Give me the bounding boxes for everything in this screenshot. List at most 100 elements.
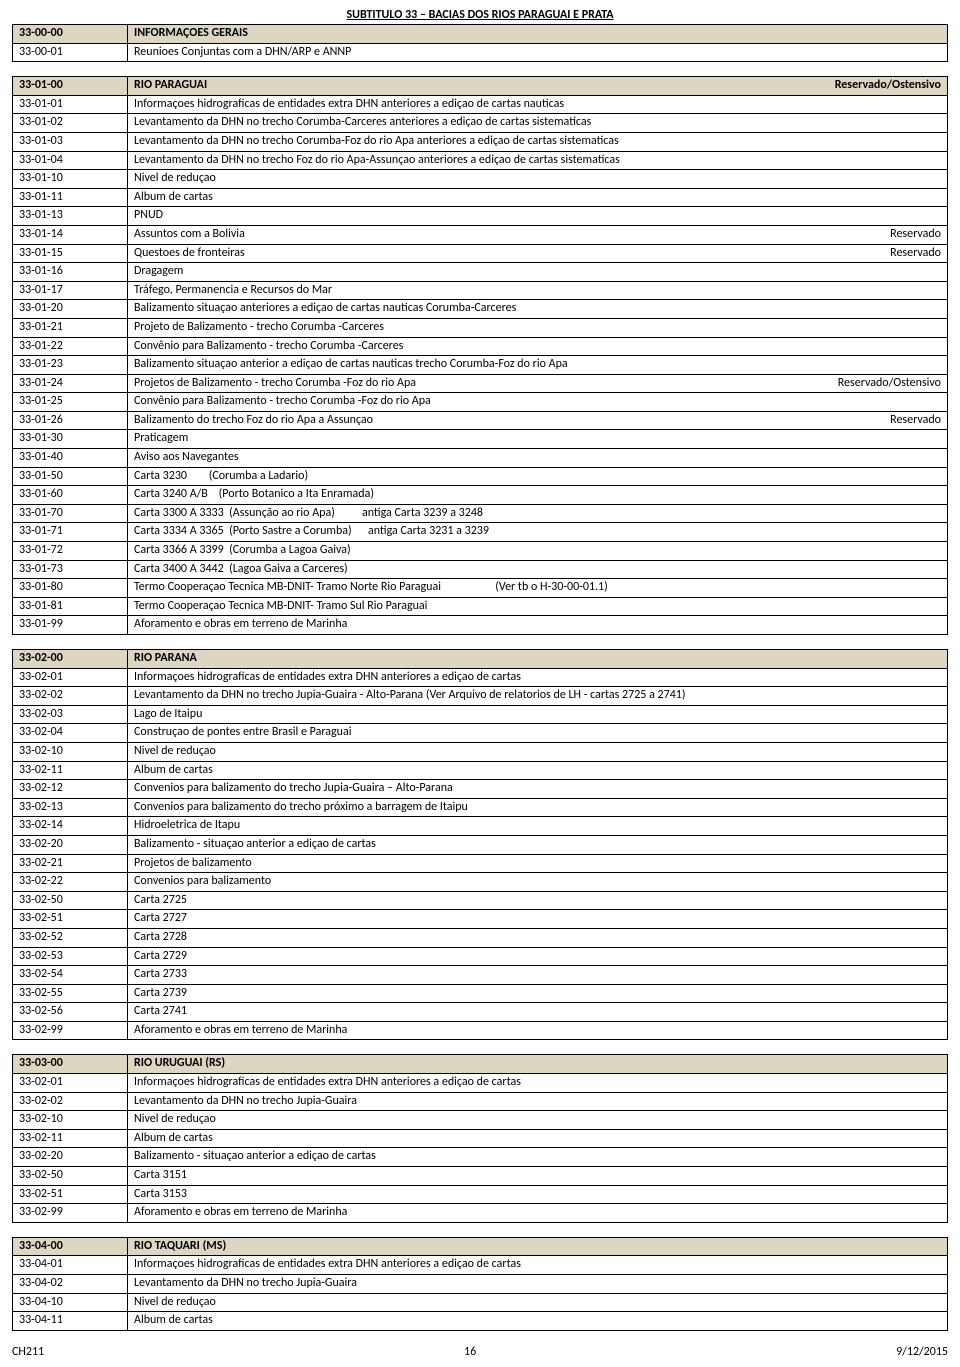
- row-code: 33-02-51: [13, 910, 128, 929]
- row-code: 33-02-02: [13, 687, 128, 706]
- row-desc: Reunioes Conjuntas com a DHN/ARP e ANNP: [128, 43, 948, 62]
- table-row: 33-01-04Levantamento da DHN no trecho Fo…: [13, 151, 948, 170]
- row-code: 33-02-55: [13, 984, 128, 1003]
- table-row: 33-04-11Album de cartas: [13, 1312, 948, 1331]
- row-desc: Assuntos com a BoliviaReservado: [128, 225, 948, 244]
- table-row: 33-04-01Informaçoes hidrograficas de ent…: [13, 1256, 948, 1275]
- row-desc: Levantamento da DHN no trecho Foz do rio…: [128, 151, 948, 170]
- row-desc: Aforamento e obras em terreno de Marinha: [128, 616, 948, 635]
- row-desc: Levantamento da DHN no trecho Jupia-Guai…: [128, 1092, 948, 1111]
- table-row: 33-02-10Nivel de reduçao: [13, 1111, 948, 1130]
- row-code: 33-01-72: [13, 542, 128, 561]
- header-desc: RIO PARAGUAIReservado/Ostensivo: [128, 77, 948, 96]
- table-row: 33-02-04Construçao de pontes entre Brasi…: [13, 724, 948, 743]
- row-desc: Convenios para balizamento: [128, 873, 948, 892]
- row-desc: Carta 2728: [128, 928, 948, 947]
- row-code: 33-01-13: [13, 207, 128, 226]
- row-code: 33-01-81: [13, 597, 128, 616]
- row-desc: Termo Cooperaçao Tecnica MB-DNIT- Tramo …: [128, 597, 948, 616]
- table-row: 33-01-16Dragagem: [13, 263, 948, 282]
- table-row: 33-01-23Balizamento situaçao anterior a …: [13, 356, 948, 375]
- section-header-row: 33-03-00RIO URUGUAI (RS): [13, 1055, 948, 1074]
- row-code: 33-01-23: [13, 356, 128, 375]
- row-code: 33-02-50: [13, 891, 128, 910]
- table-row: 33-01-01Informaçoes hidrograficas de ent…: [13, 95, 948, 114]
- row-code: 33-01-99: [13, 616, 128, 635]
- table-row: 33-01-30Praticagem: [13, 430, 948, 449]
- table-row: 33-02-10Nivel de reduçao: [13, 742, 948, 761]
- row-code: 33-02-01: [13, 1074, 128, 1093]
- row-desc: Carta 2725: [128, 891, 948, 910]
- table-row: 33-02-01Informaçoes hidrograficas de ent…: [13, 668, 948, 687]
- table-row: 33-01-72Carta 3366 A 3399 (Corumba a Lag…: [13, 542, 948, 561]
- row-code: 33-02-13: [13, 798, 128, 817]
- row-desc: Carta 3300 A 3333 (Assunção ao rio Apa) …: [128, 504, 948, 523]
- row-desc: Aforamento e obras em terreno de Marinha: [128, 1021, 948, 1040]
- section-table: 33-01-00RIO PARAGUAIReservado/Ostensivo3…: [12, 76, 948, 635]
- row-code: 33-02-22: [13, 873, 128, 892]
- row-code: 33-02-01: [13, 668, 128, 687]
- header-desc: RIO PARANA: [128, 650, 948, 669]
- table-row: 33-02-50Carta 2725: [13, 891, 948, 910]
- row-code: 33-02-50: [13, 1167, 128, 1186]
- row-desc: Carta 2741: [128, 1003, 948, 1022]
- table-row: 33-02-55Carta 2739: [13, 984, 948, 1003]
- header-desc: INFORMAÇOES GERAIS: [128, 25, 948, 44]
- row-desc: Carta 2739: [128, 984, 948, 1003]
- table-row: 33-02-20Balizamento - situaçao anterior …: [13, 1148, 948, 1167]
- row-code: 33-02-99: [13, 1021, 128, 1040]
- table-row: 33-02-51Carta 3153: [13, 1185, 948, 1204]
- row-desc: Carta 2733: [128, 966, 948, 985]
- row-code: 33-02-52: [13, 928, 128, 947]
- table-row: 33-01-14Assuntos com a BoliviaReservado: [13, 225, 948, 244]
- row-desc: Levantamento da DHN no trecho Corumba-Ca…: [128, 114, 948, 133]
- header-code: 33-00-00: [13, 25, 128, 44]
- table-row: 33-01-40Aviso aos Navegantes: [13, 449, 948, 468]
- table-row: 33-01-11Album de cartas: [13, 188, 948, 207]
- table-row: 33-02-11Album de cartas: [13, 1129, 948, 1148]
- row-code: 33-01-40: [13, 449, 128, 468]
- table-row: 33-02-13Convenios para balizamento do tr…: [13, 798, 948, 817]
- table-row: 33-04-02Levantamento da DHN no trecho Ju…: [13, 1275, 948, 1294]
- table-row: 33-02-50Carta 3151: [13, 1167, 948, 1186]
- row-code: 33-02-21: [13, 854, 128, 873]
- table-row: 33-01-15Questoes de fronteirasReservado: [13, 244, 948, 263]
- table-row: 33-01-03Levantamento da DHN no trecho Co…: [13, 132, 948, 151]
- row-desc: Tráfego, Permanencia e Recursos do Mar: [128, 281, 948, 300]
- footer-left: CH211: [12, 1345, 44, 1359]
- table-row: 33-01-21Projeto de Balizamento - trecho …: [13, 318, 948, 337]
- row-desc: Album de cartas: [128, 188, 948, 207]
- table-row: 33-04-10Nivel de reduçao: [13, 1293, 948, 1312]
- row-code: 33-02-99: [13, 1204, 128, 1223]
- table-row: 33-01-99Aforamento e obras em terreno de…: [13, 616, 948, 635]
- footer-right: 9/12/2015: [896, 1345, 948, 1359]
- table-row: 33-01-10Nivel de reduçao: [13, 170, 948, 189]
- row-code: 33-01-21: [13, 318, 128, 337]
- row-code: 33-02-03: [13, 705, 128, 724]
- table-row: 33-02-54Carta 2733: [13, 966, 948, 985]
- table-row: 33-02-21Projetos de balizamento: [13, 854, 948, 873]
- row-desc: Convenios para balizamento do trecho Jup…: [128, 780, 948, 799]
- table-row: 33-02-03Lago de Itaipu: [13, 705, 948, 724]
- table-row: 33-01-26Balizamento do trecho Foz do rio…: [13, 411, 948, 430]
- row-desc: Balizamento situaçao anteriores a ediçao…: [128, 300, 948, 319]
- section-table: 33-00-00INFORMAÇOES GERAIS33-00-01Reunio…: [12, 24, 948, 62]
- row-code: 33-02-51: [13, 1185, 128, 1204]
- header-desc: RIO URUGUAI (RS): [128, 1055, 948, 1074]
- row-desc: Balizamento - situaçao anterior a ediçao…: [128, 1148, 948, 1167]
- row-desc: Album de cartas: [128, 761, 948, 780]
- section-table: 33-02-00RIO PARANA33-02-01Informaçoes hi…: [12, 649, 948, 1040]
- table-row: 33-01-24Projetos de Balizamento - trecho…: [13, 374, 948, 393]
- row-desc: Convênio para Balizamento - trecho Corum…: [128, 393, 948, 412]
- row-desc: Informaçoes hidrograficas de entidades e…: [128, 668, 948, 687]
- table-row: 33-01-02Levantamento da DHN no trecho Co…: [13, 114, 948, 133]
- table-row: 33-02-14Hidroeletrica de Itapu: [13, 817, 948, 836]
- table-row: 33-01-60Carta 3240 A/B (Porto Botanico a…: [13, 486, 948, 505]
- row-desc: Construçao de pontes entre Brasil e Para…: [128, 724, 948, 743]
- row-desc: Projetos de balizamento: [128, 854, 948, 873]
- row-desc: Aforamento e obras em terreno de Marinha: [128, 1204, 948, 1223]
- row-code: 33-02-54: [13, 966, 128, 985]
- row-code: 33-02-53: [13, 947, 128, 966]
- table-row: 33-01-13PNUD: [13, 207, 948, 226]
- row-code: 33-04-02: [13, 1275, 128, 1294]
